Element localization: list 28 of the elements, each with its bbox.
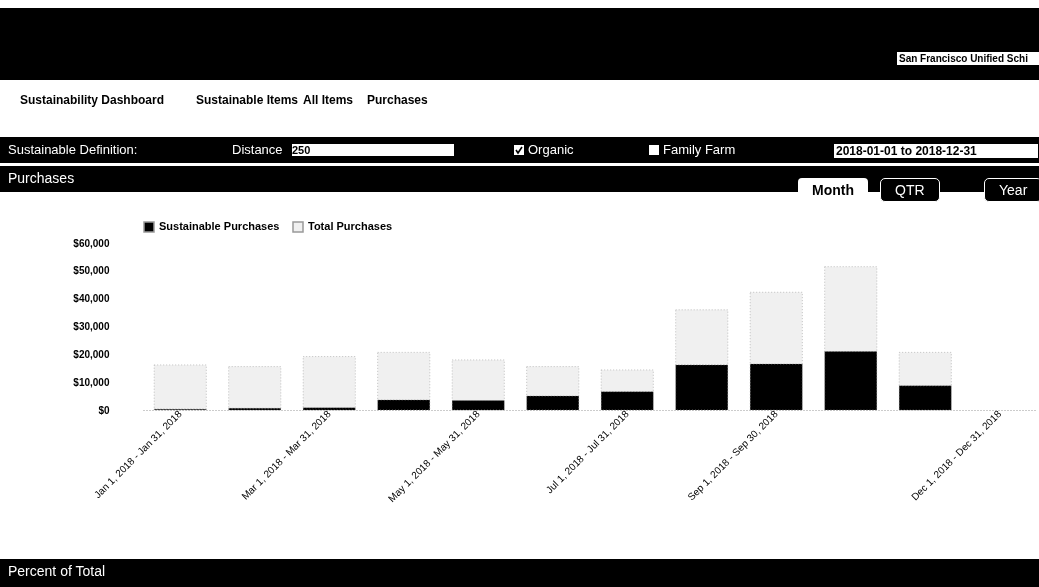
text: Organic bbox=[528, 142, 574, 157]
y-tick-label: $50,000 bbox=[73, 265, 110, 277]
text: Distance bbox=[232, 142, 283, 157]
text: 250 bbox=[292, 144, 454, 156]
y-tick-label: $60,000 bbox=[73, 237, 110, 249]
text: Year bbox=[984, 178, 1039, 202]
bar bbox=[153, 364, 207, 410]
legend-label: Total Purchases bbox=[308, 220, 393, 232]
text: Percent of Total bbox=[8, 563, 106, 579]
text: Sustainable Items bbox=[196, 93, 299, 107]
y-tick-label: $20,000 bbox=[73, 348, 110, 360]
text: Month bbox=[798, 178, 868, 202]
y-tick-label: $40,000 bbox=[73, 293, 110, 305]
text: All Items bbox=[303, 93, 354, 107]
y-tick-label: $0 bbox=[98, 404, 110, 416]
text: Sustainability Dashboard bbox=[20, 93, 165, 107]
legend-label: Sustainable Purchases bbox=[159, 220, 280, 232]
text: San Francisco Unified Schi bbox=[896, 51, 1039, 66]
y-tick-label: $10,000 bbox=[73, 376, 110, 388]
y-tick-label: $30,000 bbox=[73, 321, 110, 332]
text: Sustainable Definition: bbox=[8, 142, 138, 157]
text: 2018-01-01 to 2018-12-31 bbox=[834, 144, 1038, 158]
text: Purchases bbox=[367, 93, 428, 107]
bar bbox=[228, 366, 282, 409]
text: Family Farm bbox=[663, 142, 736, 157]
bar bbox=[302, 356, 356, 409]
text: QTR bbox=[880, 178, 940, 202]
chart-title: Purchases bbox=[8, 170, 75, 186]
